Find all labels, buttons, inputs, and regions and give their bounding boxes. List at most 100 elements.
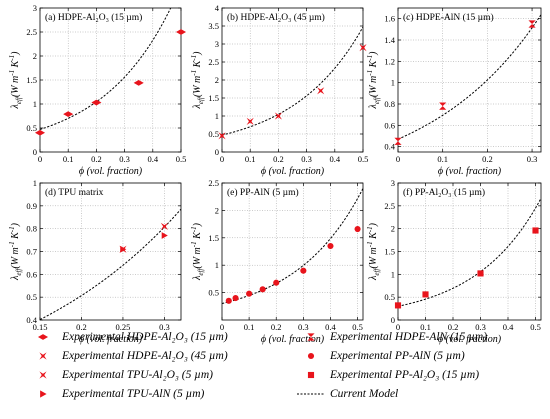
chart-panel-3: 0 0.1 0.2 0.3 0.4 0.6 0.8 1 1.2 1.4 1.6 (c) HDPE-Al…: [366, 7, 542, 177]
y-axis-label-part: K: [10, 231, 21, 242]
model-curve: [222, 188, 363, 305]
y-axis-label-part: λ: [368, 275, 379, 281]
x-tick-label: 0.2: [91, 154, 102, 164]
panel-label: (e) PP-AlN (5 µm): [227, 187, 299, 198]
y-axis-label-part: -1: [366, 241, 374, 247]
data-point: [359, 44, 367, 52]
y-tick-label: 0.5: [208, 288, 219, 298]
model-curve: [40, 208, 181, 320]
y-axis-label-part: K: [192, 59, 203, 70]
y-axis-label-part: -1: [8, 55, 16, 61]
y-axis-label-part: (W m: [368, 76, 379, 97]
x-axis-label: ϕ (vol. fraction): [261, 334, 325, 345]
x-tick-label: 0.1: [420, 322, 431, 332]
legend-label: Experimental TPU-Al₂O₃ (5 µm): [61, 369, 213, 381]
y-axis-label-part: K: [192, 231, 203, 242]
chart-panel-2: 0 0.1 0.2 0.3 0.4 0.5 0 0.5 1 1.5 2 2.5 3 3.5 4 (b) HDP…: [190, 3, 368, 177]
y-tick-label: 2.5: [208, 178, 219, 188]
y-axis-label-part: -1: [190, 226, 198, 232]
data-point: [300, 267, 307, 274]
y-axis-label-part: eff: [373, 268, 381, 276]
x-tick-label: 0.3: [159, 322, 170, 332]
y-axis-label-part: λ: [10, 103, 21, 109]
legend-label: Experimental HDPE-Al₂O₃ (45 µm): [61, 350, 228, 362]
y-tick-label: 1.6: [384, 14, 395, 24]
y-tick-label: 1.4: [384, 35, 395, 45]
data-point: [232, 295, 239, 302]
x-tick-label: 0.15: [33, 322, 48, 332]
y-tick-label: 0.5: [26, 292, 37, 302]
y-tick-label: 0.8: [384, 99, 395, 109]
y-axis-label-part: eff: [197, 268, 205, 276]
x-tick-label: 0.3: [301, 154, 312, 164]
model-curve: [222, 26, 363, 136]
y-tick-label: 1: [33, 178, 37, 188]
y-axis-label-part: eff: [15, 96, 23, 104]
y-axis-label-part: ): [368, 51, 379, 56]
y-tick-label: 2: [33, 51, 37, 61]
data-point: [246, 117, 254, 125]
x-tick-label: 0.1: [437, 154, 448, 164]
legend-marker: [37, 334, 49, 340]
data-point: [63, 111, 74, 117]
plot-frame: [397, 182, 542, 321]
x-tick-label: 0.2: [448, 322, 459, 332]
x-tick-label: 0.4: [325, 322, 336, 332]
legend-marker: [39, 352, 47, 360]
y-axis-label-part: (W m: [192, 76, 203, 97]
x-axis-label: ϕ (vol. fraction): [438, 166, 502, 177]
y-tick-label: 0.7: [26, 247, 37, 257]
chart-panel-6: 0 0.1 0.2 0.3 0.4 0.5 0 0.5 1 1.5 2 2.5 3 (f) PP-Al₂O…: [366, 178, 542, 345]
y-axis-label-part: ): [10, 51, 21, 56]
legend-marker: [39, 371, 47, 379]
y-axis-label-part: K: [368, 231, 379, 242]
data-point: [225, 297, 232, 304]
data-point: [91, 99, 102, 106]
y-tick-label: 4: [215, 3, 220, 13]
y-axis-label-part: (W m: [10, 76, 21, 97]
y-axis-label-part: eff: [197, 96, 205, 104]
y-tick-label: 1: [33, 99, 37, 109]
y-axis-label-part: K: [10, 59, 21, 70]
x-tick-label: 0.25: [116, 322, 131, 332]
panel-label: (f) PP-Al₂O₃ (15 µm): [403, 187, 485, 198]
y-tick-label: 0.4: [26, 315, 37, 325]
data-point: [532, 227, 539, 234]
x-tick-label: 0: [38, 154, 42, 164]
y-axis-label-part: -1: [190, 241, 198, 247]
panel-label: (a) HDPE-Al₂O₃ (15 µm): [45, 12, 142, 23]
panel-label: (d) TPU matrix: [45, 187, 104, 198]
y-axis-label: λeff(W m-1 K-1): [190, 51, 205, 110]
y-tick-label: 1.5: [208, 233, 219, 243]
y-axis-label-part: -1: [8, 226, 16, 232]
x-tick-label: 0.2: [271, 322, 282, 332]
x-tick-label: 0.2: [76, 322, 87, 332]
x-tick-label: 0.5: [530, 322, 541, 332]
data-point: [218, 132, 226, 140]
x-tick-label: 0.3: [119, 154, 130, 164]
x-tick-label: 0.5: [176, 154, 187, 164]
y-tick-label: 0.5: [208, 129, 219, 139]
y-tick-label: 0.5: [26, 123, 37, 133]
y-tick-label: 0.6: [26, 269, 37, 279]
y-tick-label: 3: [215, 39, 219, 49]
x-axis-label: ϕ (vol. fraction): [79, 334, 143, 345]
y-tick-label: 2.5: [384, 201, 395, 211]
y-tick-label: 1.2: [384, 56, 395, 66]
legend-label: Experimental HDPE-Al₂O₃ (15 µm): [61, 331, 228, 343]
legend-label: Current Model: [330, 388, 398, 400]
model-curve: [398, 14, 541, 140]
data-point: [477, 270, 484, 277]
legend-marker: [40, 390, 47, 398]
y-tick-label: 1: [391, 269, 395, 279]
data-point: [160, 222, 169, 230]
legend-marker: [307, 352, 315, 360]
chart-panel-5: 0 0.1 0.2 0.3 0.4 0.5 0.5 1 1.5 2 2.5 (e) PP-AlN (5…: [190, 178, 364, 345]
x-tick-label: 0: [220, 154, 224, 164]
x-tick-label: 0.4: [329, 154, 340, 164]
x-tick-label: 0.3: [475, 322, 486, 332]
y-axis-label: λeff(W m-1 K-1): [190, 222, 205, 281]
x-tick-label: 0.2: [482, 154, 493, 164]
y-tick-label: 3: [33, 3, 37, 13]
y-tick-label: 1.5: [208, 93, 219, 103]
